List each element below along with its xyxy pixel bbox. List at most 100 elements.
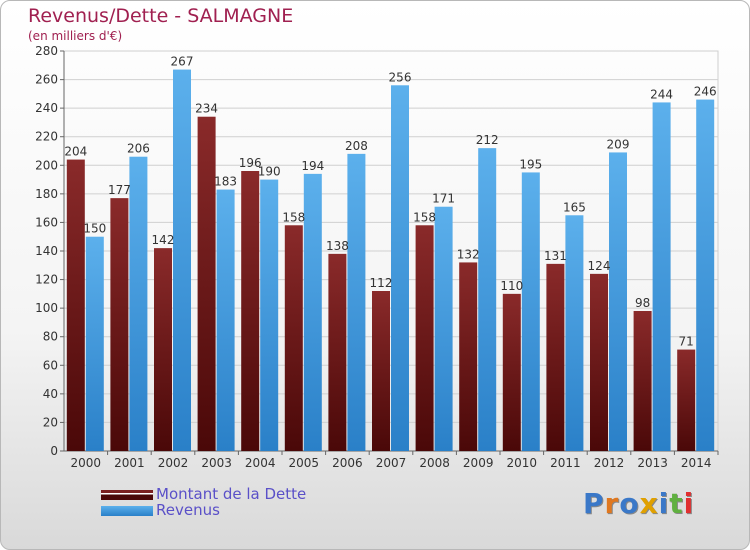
bar-revenue — [260, 179, 279, 452]
value-label-debt: 110 — [500, 279, 523, 293]
bar-revenue — [303, 173, 322, 451]
bar-debt — [677, 349, 696, 451]
x-tick-label: 2001 — [114, 456, 145, 470]
bar-debt — [154, 248, 172, 451]
value-label-debt: 204 — [64, 145, 87, 159]
value-label-revenue: 183 — [214, 175, 237, 189]
value-label-revenue: 244 — [650, 87, 673, 101]
value-label-debt: 196 — [239, 156, 262, 170]
bar-debt — [415, 225, 434, 451]
value-label-revenue: 256 — [389, 70, 412, 84]
legend-label-debt: Montant de la Dette — [156, 485, 307, 503]
value-label-debt: 138 — [326, 239, 349, 253]
bar-revenue — [216, 189, 235, 452]
x-tick-label: 2013 — [637, 456, 668, 470]
bar-revenue — [173, 69, 191, 452]
bar-debt — [110, 198, 129, 451]
x-tick-label: 2003 — [201, 456, 232, 470]
y-tick-label: 60 — [43, 358, 58, 372]
bar-debt — [502, 293, 521, 451]
x-tick-label: 2005 — [289, 456, 320, 470]
x-tick-label: 2011 — [550, 456, 581, 470]
proxiti-logo: Proxiti — [583, 487, 694, 520]
x-tick-label: 2012 — [594, 456, 625, 470]
y-tick-label: 140 — [35, 244, 58, 258]
value-label-debt: 71 — [679, 335, 694, 349]
value-label-revenue: 171 — [432, 192, 455, 206]
bar-debt — [459, 262, 478, 451]
legend-swatch-debt — [101, 490, 153, 500]
y-tick-label: 160 — [35, 215, 58, 229]
value-label-revenue: 195 — [519, 157, 542, 171]
x-tick-label: 2006 — [332, 456, 363, 470]
x-tick-label: 2000 — [71, 456, 102, 470]
bar-revenue — [696, 99, 715, 452]
y-tick-label: 180 — [35, 187, 58, 201]
y-tick-label: 240 — [35, 101, 58, 115]
y-tick-label: 40 — [43, 387, 58, 401]
logo-letter: o — [619, 487, 640, 520]
bar-revenue — [434, 206, 453, 451]
value-label-debt: 142 — [152, 233, 175, 247]
bar-revenue — [478, 148, 497, 451]
value-label-debt: 132 — [457, 247, 480, 261]
value-label-debt: 112 — [370, 276, 393, 290]
value-label-revenue: 267 — [171, 55, 194, 69]
y-tick-label: 20 — [43, 415, 58, 429]
bar-revenue — [347, 153, 366, 451]
y-tick-label: 260 — [35, 73, 58, 87]
y-tick-label: 280 — [35, 44, 58, 58]
bar-debt — [590, 273, 608, 451]
chart-subtitle: (en milliers d'€) — [28, 29, 123, 43]
bar-debt — [284, 225, 303, 451]
value-label-revenue: 206 — [127, 142, 150, 156]
bar-revenue — [521, 172, 540, 451]
bar-revenue — [391, 85, 409, 452]
value-label-revenue: 194 — [301, 159, 324, 173]
bar-revenue — [652, 102, 671, 451]
y-tick-label: 220 — [35, 130, 58, 144]
y-tick-label: 0 — [50, 444, 58, 458]
x-tick-label: 2004 — [245, 456, 276, 470]
y-tick-label: 100 — [35, 301, 58, 315]
bar-debt — [546, 263, 565, 451]
value-label-debt: 98 — [635, 296, 650, 310]
value-label-debt: 158 — [282, 210, 305, 224]
bar-debt — [372, 291, 390, 451]
bar-revenue — [609, 152, 627, 451]
x-tick-label: 2002 — [158, 456, 189, 470]
value-label-revenue: 165 — [563, 200, 586, 214]
logo-letter: r — [604, 487, 620, 520]
bar-revenue — [85, 236, 104, 451]
value-label-revenue: 208 — [345, 139, 368, 153]
x-tick-label: 2010 — [507, 456, 538, 470]
x-tick-label: 2008 — [419, 456, 450, 470]
value-label-debt: 124 — [588, 259, 611, 273]
value-label-debt: 158 — [413, 210, 436, 224]
logo-letter: x — [639, 487, 659, 520]
value-label-revenue: 209 — [607, 137, 630, 151]
logo-letter: t — [669, 487, 684, 520]
x-tick-label: 2009 — [463, 456, 494, 470]
legend-swatch-revenue — [101, 506, 153, 516]
logo-letter: P — [583, 487, 605, 520]
bar-debt — [66, 159, 85, 452]
value-label-revenue: 246 — [694, 85, 717, 99]
bar-revenue — [565, 215, 584, 451]
bar-debt — [328, 253, 347, 451]
x-tick-label: 2014 — [681, 456, 712, 470]
value-label-debt: 177 — [108, 183, 131, 197]
y-tick-label: 200 — [35, 158, 58, 172]
bar-debt — [633, 311, 652, 451]
y-tick-label: 80 — [43, 330, 58, 344]
value-label-revenue: 190 — [258, 165, 281, 179]
y-tick-label: 120 — [35, 273, 58, 287]
bar-revenue — [129, 156, 148, 451]
value-label-revenue: 212 — [476, 133, 499, 147]
x-tick-label: 2007 — [376, 456, 407, 470]
bar-debt — [241, 171, 260, 451]
value-label-debt: 131 — [544, 249, 567, 263]
bar-debt — [197, 116, 216, 451]
